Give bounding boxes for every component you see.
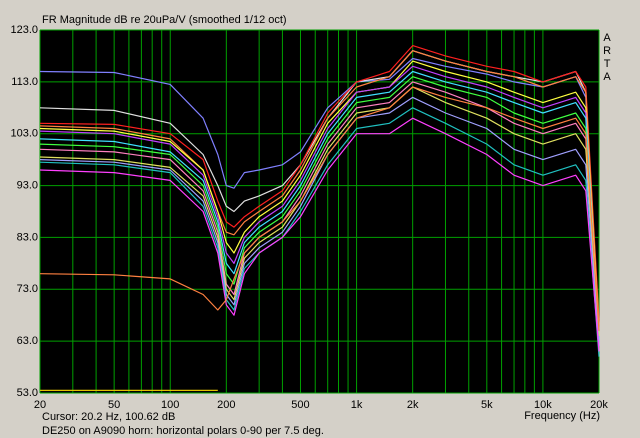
x-tick-label: 200 [217, 399, 235, 411]
x-tick-label: 100 [161, 399, 179, 411]
series-line [39, 50, 600, 342]
x-tick-label: 10k [534, 399, 552, 411]
plot-area [40, 30, 599, 393]
x-tick-label: 50 [108, 399, 120, 411]
x-tick-label: 5k [481, 399, 493, 411]
x-tick-label: 2k [407, 399, 419, 411]
series-line [39, 57, 600, 331]
y-tick-label: 73.0 [17, 283, 38, 295]
y-tick-label: 103.0 [10, 128, 38, 140]
y-tick-label: 83.0 [17, 231, 38, 243]
series-line [39, 86, 600, 337]
x-axis-label: Frequency (Hz) [524, 410, 600, 422]
x-tick-label: 1k [351, 399, 363, 411]
series-line [39, 96, 600, 347]
x-tick-label: 20 [34, 399, 46, 411]
x-tick-label: 20k [590, 399, 608, 411]
cursor-readout: Cursor: 20.2 Hz, 100.62 dB [42, 411, 175, 423]
series-line [39, 60, 600, 337]
series-line [39, 70, 600, 342]
series-line [39, 81, 600, 347]
x-tick-label: 500 [291, 399, 309, 411]
series-line [39, 65, 600, 347]
series-line [39, 86, 600, 331]
brand: ARTA [601, 32, 613, 84]
caption: DE250 on A9090 horn: horizontal polars 0… [42, 425, 324, 437]
chart-title: FR Magnitude dB re 20uPa/V (smoothed 1/1… [42, 14, 287, 26]
y-tick-label: 93.0 [17, 179, 38, 191]
series-line [39, 45, 600, 321]
series-line [39, 117, 600, 352]
y-tick-label: 53.0 [17, 387, 38, 399]
y-tick-label: 113.0 [11, 76, 38, 88]
y-tick-label: 123.0 [10, 24, 38, 36]
y-tick-label: 63.0 [17, 335, 38, 347]
series-line [39, 76, 600, 352]
series-line [39, 107, 600, 357]
